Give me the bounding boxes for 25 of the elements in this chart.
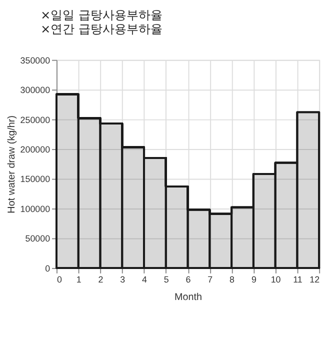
text: ×연간 급탕사용부하율 xyxy=(40,22,162,36)
x-tick-label: 6 xyxy=(186,274,191,284)
x-tick-label: 8 xyxy=(230,274,235,284)
y-tick-label: 0 xyxy=(45,263,50,274)
x-tick-label: 11 xyxy=(293,274,302,284)
x-tick-label: 2 xyxy=(98,274,104,284)
x-tick-label: 9 xyxy=(251,274,256,284)
x-tick-label: 3 xyxy=(120,274,126,284)
x-axis-title: Month xyxy=(174,292,202,304)
text: ×일일 급탕사용부하율 xyxy=(40,8,162,22)
x-tick-label: 4 xyxy=(142,274,148,284)
y-tick-label: 250000 xyxy=(20,114,50,125)
x-tick-label: 7 xyxy=(208,274,213,284)
x-tick-label: 12 xyxy=(310,274,320,284)
y-tick-label: 150000 xyxy=(20,174,50,184)
y-tick-label: 300000 xyxy=(20,85,50,96)
x-tick-label: 10 xyxy=(270,274,281,284)
y-tick-label: 350000 xyxy=(20,55,50,66)
x-tick-label: 1 xyxy=(76,274,82,284)
y-tick-label: 200000 xyxy=(20,144,50,155)
y-tick-label: 50000 xyxy=(25,234,50,244)
y-axis-title: Hot water draw (kg/hr) xyxy=(6,115,18,214)
x-tick-label: 0 xyxy=(56,274,62,284)
x-tick-label: 5 xyxy=(164,274,169,284)
y-tick-label: 100000 xyxy=(20,204,50,214)
